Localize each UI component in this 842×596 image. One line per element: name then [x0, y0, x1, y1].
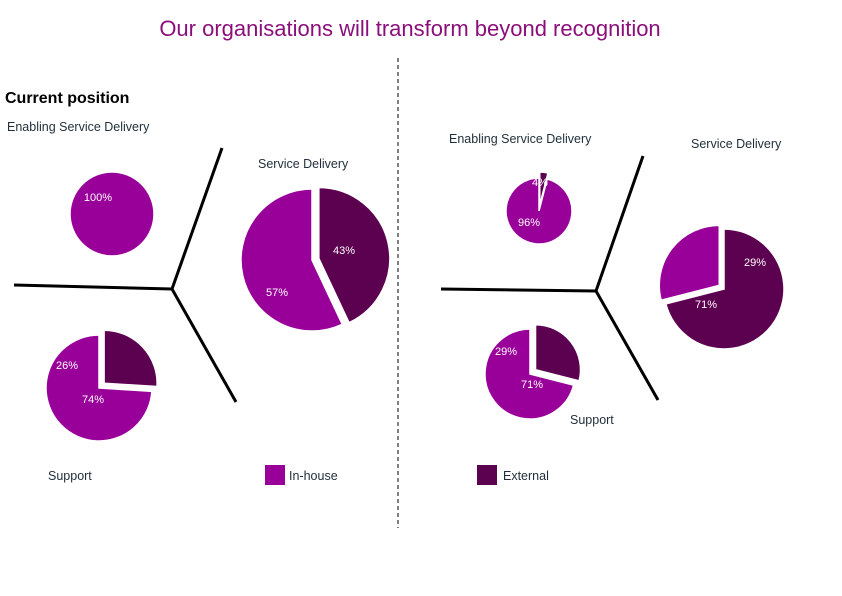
pie-6: 71% 29%	[484, 323, 582, 420]
pie-3: 74% 26%	[45, 329, 158, 442]
pie-3-slice-external	[103, 329, 158, 388]
legend-external-swatch	[477, 465, 497, 485]
legend-in-house-label: In-house	[289, 469, 338, 483]
left-separator	[13, 147, 238, 403]
left-enabling-label: Enabling Service Delivery	[7, 120, 150, 134]
pie-4: 96% 4%	[505, 171, 573, 245]
right-separator	[440, 155, 660, 401]
pie-6-slice-in-house	[484, 328, 575, 420]
pie-4-slice-external	[539, 171, 549, 206]
right-enabling-label: Enabling Service Delivery	[449, 132, 592, 146]
right-service-label: Service Delivery	[691, 137, 782, 151]
left-support-label: Support	[48, 469, 92, 483]
page-title: Our organisations will transform beyond …	[159, 16, 661, 41]
pie-3-label-in-house: 74%	[82, 394, 104, 406]
pie-5-slice-in-house	[658, 224, 721, 302]
pie-6-label-external: 29%	[495, 346, 517, 358]
pie-4-label-external: 4%	[532, 177, 548, 189]
pie-4-label-in-house: 96%	[518, 217, 540, 229]
current-position-heading: Current position	[5, 90, 130, 107]
pie-5: 29% 71%	[658, 224, 785, 350]
pie-1: 100%	[69, 171, 155, 257]
pie-5-label-in-house: 29%	[744, 257, 766, 269]
pie-6-slice-external	[534, 323, 582, 382]
pie-5-slice-external	[664, 228, 785, 350]
pie-5-label-external: 71%	[695, 299, 717, 311]
pie-2-slice-in-house	[240, 188, 344, 332]
pie-2: 57% 43%	[240, 186, 391, 332]
pie-3-label-external: 26%	[56, 360, 78, 372]
legend-external-label: External	[503, 469, 549, 483]
pie-2-label-in-house: 57%	[266, 287, 288, 299]
pie-3-slice-in-house	[45, 334, 153, 442]
pie-2-slice-external	[318, 186, 391, 324]
pie-4-slice-in-house	[505, 177, 573, 245]
pie-6-label-in-house: 71%	[521, 379, 543, 391]
pie-2-label-external: 43%	[333, 245, 355, 257]
pie-1-slice-in-house	[69, 171, 155, 257]
right-support-label: Support	[570, 413, 614, 427]
pie-1-label-in-house: 100%	[84, 192, 112, 204]
legend-in-house-swatch	[265, 465, 285, 485]
left-service-label: Service Delivery	[258, 157, 349, 171]
